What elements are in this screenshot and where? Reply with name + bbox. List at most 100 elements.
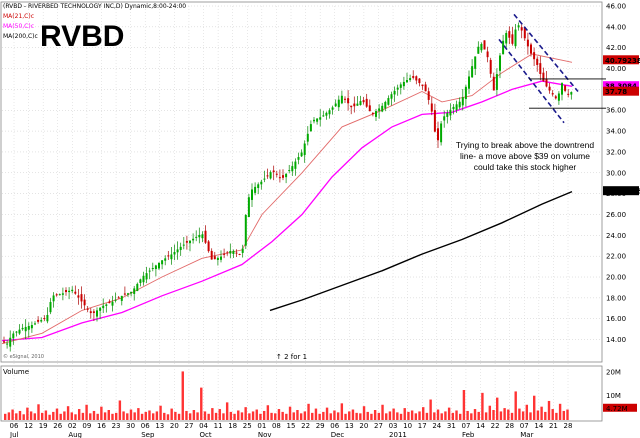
candle (424, 81, 427, 92)
candle-body (238, 253, 241, 255)
candle-body (381, 105, 384, 112)
volume-bar (562, 410, 566, 420)
candle (502, 34, 505, 55)
candle-body (390, 94, 393, 99)
volume-bar (81, 412, 85, 420)
candle-body (523, 27, 526, 39)
x-tick-label: 27 (374, 422, 383, 430)
y-tick-label: 24.00 (606, 232, 626, 240)
candle (164, 255, 167, 266)
candle (477, 41, 480, 54)
downtrend-lower-line (498, 38, 565, 124)
candle (105, 303, 108, 313)
volume-bar (181, 371, 184, 420)
candle-body (61, 293, 64, 295)
candle-body (145, 273, 148, 280)
volume-bar (274, 413, 277, 420)
volume-bar (29, 411, 33, 420)
y-tick-label: 20.00 (606, 274, 626, 282)
candle-body (161, 260, 164, 265)
candle (257, 182, 260, 195)
candle (402, 76, 405, 90)
candle-body (567, 93, 570, 95)
candle (182, 237, 185, 250)
candle (514, 23, 517, 49)
candle-body (461, 97, 464, 106)
candle-body (189, 240, 191, 244)
candle-body (489, 59, 492, 74)
candle (9, 330, 12, 352)
price-badge-label: 37.78 (605, 88, 627, 96)
candle-body (99, 307, 102, 311)
volume-bar (296, 410, 299, 420)
candle (458, 97, 461, 110)
volume-bar (15, 413, 18, 420)
candle (356, 96, 359, 106)
x-tick-label: 07 (520, 422, 529, 430)
candle-body (179, 246, 182, 251)
candle (15, 330, 18, 337)
candle (412, 70, 415, 80)
candle (30, 321, 33, 333)
candle (74, 285, 77, 295)
volume-bar (196, 412, 199, 420)
candle-body (313, 119, 315, 122)
volume-bar (429, 399, 432, 420)
volume-bar (540, 406, 543, 420)
legend-ma200: MA(200,C)c (3, 33, 38, 40)
x-tick-label: 06 (10, 422, 19, 430)
x-tick-label: 11 (214, 422, 223, 430)
candle (272, 165, 275, 181)
candle (313, 116, 315, 124)
volume-bar (544, 411, 547, 420)
candle (455, 100, 458, 114)
candle (325, 111, 328, 120)
volume-bar (529, 412, 532, 420)
candle (201, 231, 204, 243)
candle (390, 91, 393, 106)
price-badge (603, 55, 639, 65)
candle-body (406, 80, 408, 83)
x-month-label: Jul (9, 431, 19, 438)
x-tick-label: 15 (287, 422, 296, 430)
candle-body (176, 249, 179, 253)
candle (350, 105, 353, 115)
candle-body (474, 56, 477, 69)
candle (198, 227, 201, 244)
candle (381, 102, 384, 113)
candle (433, 103, 436, 133)
volume-bar (518, 408, 521, 420)
candle (260, 179, 263, 190)
candle (71, 286, 74, 294)
volume-bar (100, 406, 103, 420)
candle-body (533, 52, 536, 60)
candle (3, 336, 5, 344)
y-tick-label: 36.00 (606, 107, 626, 115)
x-tick-label: 20 (170, 422, 179, 430)
candle (123, 286, 126, 296)
candle-body (170, 254, 173, 260)
volume-bar (237, 410, 240, 420)
candle (409, 74, 412, 82)
volume-bar (155, 411, 159, 420)
candle (263, 170, 266, 183)
volume-bar (451, 412, 455, 420)
candle-body (226, 252, 229, 254)
volume-bar (185, 410, 188, 420)
volume-bar (344, 413, 347, 420)
volume-bar (222, 413, 225, 420)
volume-bar (107, 410, 110, 420)
y-tick-label: 16.00 (606, 315, 626, 323)
candle-body (303, 143, 306, 156)
volume-bar (218, 409, 221, 420)
candle (65, 287, 67, 296)
candle-body (244, 214, 247, 246)
candle (52, 292, 55, 308)
candle-body (415, 76, 418, 81)
volume-bar (126, 413, 129, 420)
volume-badge (603, 403, 637, 412)
volume-bar (225, 402, 229, 420)
price-badge (603, 186, 639, 196)
y-tick-label: 40.00 (606, 65, 626, 73)
candle (77, 288, 80, 305)
